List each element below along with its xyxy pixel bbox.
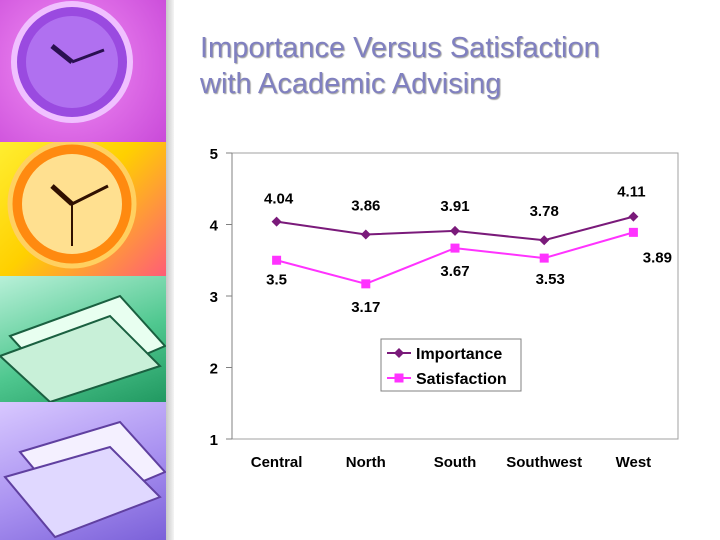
x-tick-label: North — [346, 454, 386, 471]
legend-marker — [394, 373, 404, 383]
data-label: 3.17 — [351, 299, 380, 316]
importance-point — [539, 235, 550, 246]
importance-point — [360, 229, 371, 240]
lavender-papers-photo — [0, 402, 170, 540]
plot-area — [231, 152, 679, 440]
importance-point — [450, 225, 460, 236]
y-tick-label: 5 — [210, 146, 218, 163]
data-label: 3.86 — [351, 198, 380, 215]
slide-title-line2: with Academic Advising — [200, 68, 502, 100]
decorative-photo-strip — [0, 0, 170, 540]
x-tick-label: South — [434, 454, 477, 471]
green-papers-photo — [0, 276, 170, 402]
y-tick-label: 3 — [210, 289, 218, 306]
satisfaction-point — [628, 227, 638, 237]
data-label: 3.89 — [643, 249, 672, 266]
satisfaction-point — [361, 279, 371, 289]
y-tick-label: 4 — [210, 218, 219, 235]
legend-label: Importance — [416, 346, 502, 363]
x-tick-label: West — [616, 454, 652, 471]
data-label: 4.04 — [264, 191, 294, 208]
purple-clock-photo — [0, 0, 170, 142]
data-label: 3.78 — [530, 203, 559, 220]
legend-label: Satisfaction — [416, 371, 507, 388]
legend-marker — [394, 348, 404, 358]
data-label: 3.53 — [536, 271, 565, 288]
importance-point — [271, 216, 282, 227]
data-label: 3.67 — [440, 263, 469, 280]
data-label: 3.91 — [440, 198, 469, 215]
y-tick-label: 1 — [210, 432, 218, 449]
data-label: 3.5 — [266, 271, 287, 288]
data-label: 4.11 — [617, 184, 645, 201]
importance-point — [628, 211, 639, 222]
satisfaction-point — [539, 253, 549, 263]
satisfaction-point — [272, 255, 282, 265]
satisfaction-point — [450, 243, 460, 253]
orange-clock-photo — [0, 142, 170, 276]
x-tick-label: Central — [251, 454, 303, 471]
slide-title-line1: Importance Versus Satisfaction — [200, 32, 600, 64]
y-tick-label: 2 — [210, 361, 218, 378]
legend — [380, 338, 522, 392]
strip-divider — [166, 0, 174, 540]
x-tick-label: Southwest — [506, 454, 582, 471]
slide-title: Importance Versus Satisfaction with Acad… — [200, 30, 700, 102]
